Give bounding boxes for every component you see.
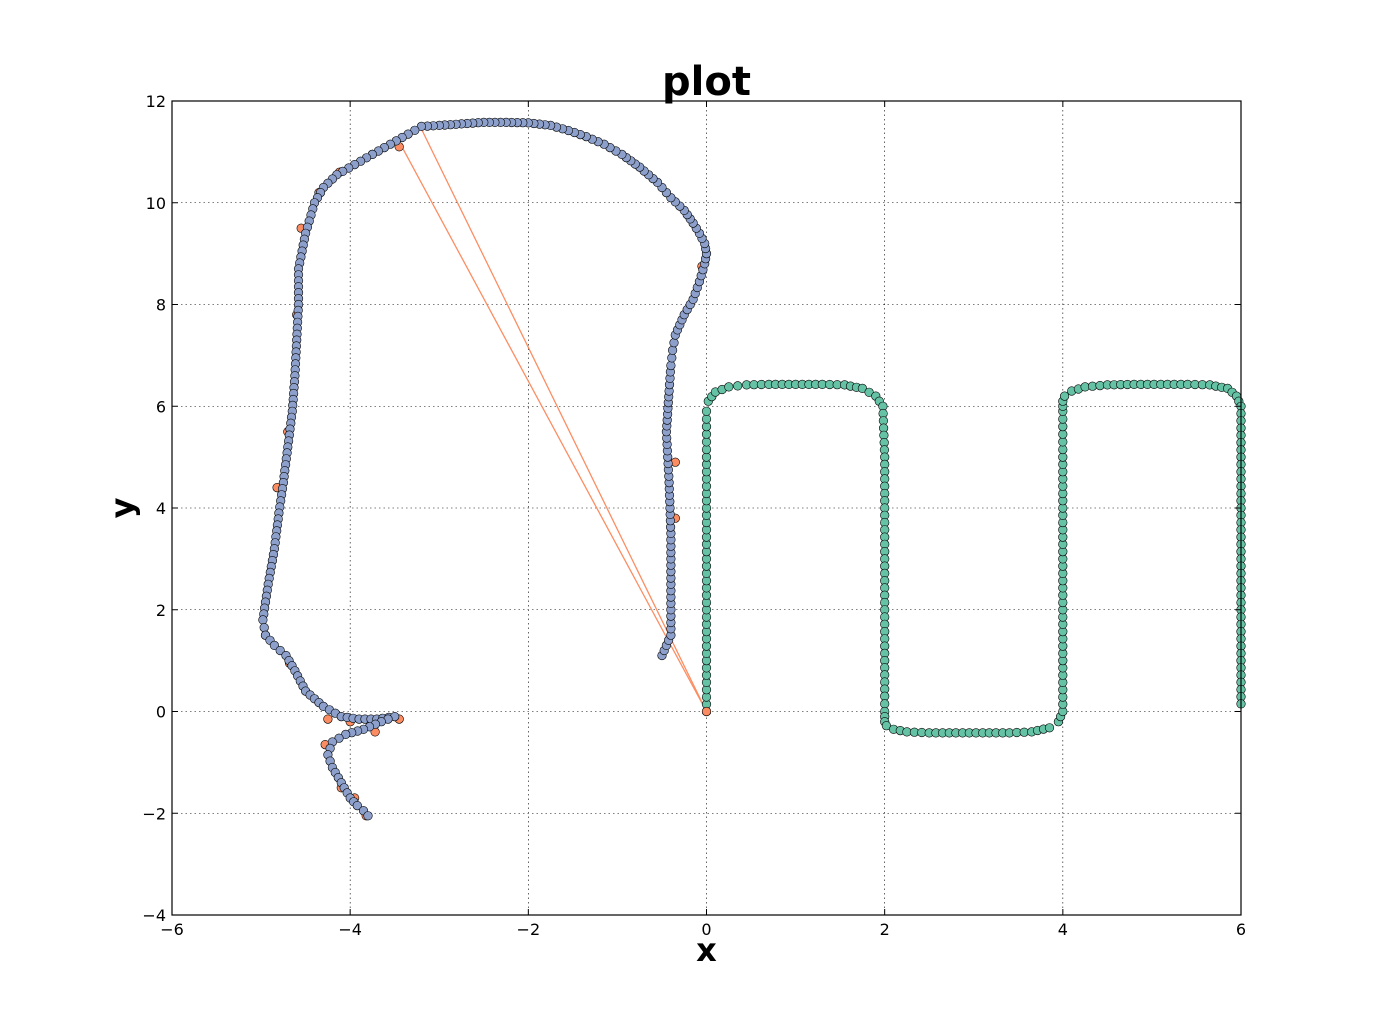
reference-point [881,721,892,731]
odometry-line [398,141,708,712]
estimate-point [275,645,285,656]
reference-point [701,406,712,416]
y-tick-label: 2 [156,601,166,620]
reference-point [701,437,712,447]
reference-point [1058,437,1068,447]
estimate-series [258,117,712,821]
y-tick-label: −2 [142,804,166,823]
y-tick-label: −4 [142,906,166,925]
odometry-point [323,714,333,724]
reference-point [724,382,734,392]
x-tick-label: −4 [338,920,362,939]
odometry-line [420,128,708,712]
odometry-point [701,706,712,717]
reference-point [880,691,890,701]
reference-point [733,381,743,391]
x-axis-label: x [696,931,717,969]
estimate-point [269,640,280,651]
estimate-point [667,353,677,363]
x-tick-label: 4 [1058,920,1068,939]
estimate-point [363,811,373,821]
estimate-point [666,360,676,371]
reference-point [1044,723,1055,733]
y-axis-label: y [103,497,141,518]
reference-series [701,379,1246,738]
y-tick-label: 12 [146,92,166,111]
x-tick-label: 6 [1236,920,1246,939]
y-tick-label: 4 [156,499,166,518]
estimate-point [667,345,678,355]
estimate-point [259,622,269,633]
chart-title: plot [662,59,751,105]
odometry-lines [398,128,708,712]
y-tick-label: 10 [146,194,166,213]
data-points [258,117,1246,821]
estimate-point [258,615,268,625]
reference-point [701,414,712,424]
y-tick-label: 6 [156,397,166,416]
x-tick-label: −2 [517,920,541,939]
grid [172,101,1241,915]
reference-point [1059,391,1070,401]
reference-point [1058,414,1068,424]
y-tick-label: 8 [156,296,166,315]
x-tick-label: −6 [160,920,184,939]
y-tick-label: 0 [156,703,166,722]
estimate-point [669,338,679,348]
x-tick-label: 0 [701,920,711,939]
x-tick-label: 2 [880,920,890,939]
estimate-point [352,800,362,811]
